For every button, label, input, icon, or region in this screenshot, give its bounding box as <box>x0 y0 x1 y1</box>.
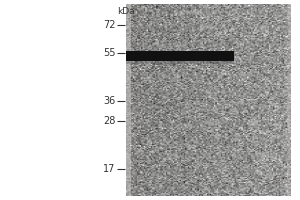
Text: 28: 28 <box>103 116 116 126</box>
Text: 36: 36 <box>103 96 116 106</box>
Bar <box>126 4 291 196</box>
Bar <box>126 51 234 60</box>
Bar <box>286 4 291 196</box>
Text: kDa: kDa <box>117 6 135 16</box>
Text: 17: 17 <box>103 164 116 174</box>
Text: 55: 55 <box>103 48 116 58</box>
Bar <box>126 60 234 64</box>
Bar <box>126 4 130 196</box>
Text: 72: 72 <box>103 20 116 30</box>
